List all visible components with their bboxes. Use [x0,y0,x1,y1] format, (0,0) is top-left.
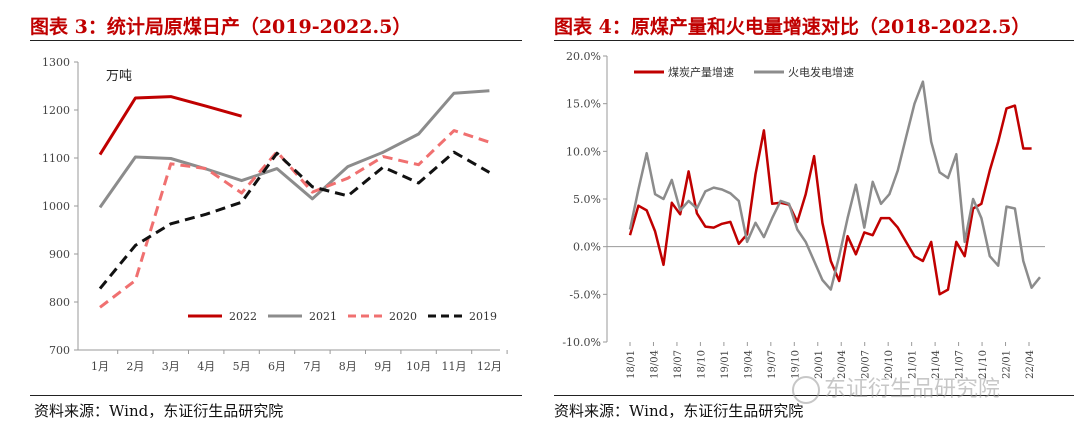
growth-comparison-chart: -10.0% -5.0% 0.0% 5.0% 10.0% 15.0% 20.0% 18/01 1… [562,50,1045,379]
watermark-text: 东证衍生品研究院 [824,377,1001,402]
source-note: 资料来源：Wind，东证衍生品研究院 [34,402,284,420]
y-tick-label: 1000 [42,200,70,213]
x-tick-label: 20/01 [814,350,825,379]
x-tick-label: 2月 [126,360,144,373]
source-rule [30,395,522,396]
x-tick-label: 11月 [442,360,467,373]
y-tick-label: 900 [49,248,70,261]
y-tick-label: 15.0% [566,98,601,111]
x-tick-label: 18/07 [673,350,684,379]
legend-label-2019: 2019 [469,310,497,323]
x-tick-label: 19/10 [790,350,801,379]
x-tick-label: 20/10 [884,350,895,379]
x-tick-label: 19/07 [767,350,778,379]
x-tick-label: 21/10 [978,350,989,379]
coal-daily-output-chart: 700 800 900 1000 1100 1200 1300 1月 2月 3月 4月 5月 6月 7月 8… [42,56,508,373]
legend-label-2022: 2022 [229,310,257,323]
x-tick-label: 18/01 [626,350,637,379]
chart-title: 图表 4：原煤产量和火电量增速对比（2018-2022.5） [554,16,1031,38]
y-tick-label: 5.0% [573,193,601,206]
y-tick-label: 0.0% [573,241,601,254]
x-tick-label: 5月 [233,360,251,373]
series-line-2022 [98,95,243,156]
y-tick-label: -5.0% [569,288,601,301]
y-tick-label: 1200 [42,104,70,117]
x-tick-label: 21/01 [908,350,919,379]
legend-label-2021: 2021 [309,310,337,323]
y-tick-label: 20.0% [566,50,601,63]
x-tick-label: 1月 [91,360,109,373]
x-tick-label: 20/07 [861,350,872,379]
x-tick-label: 21/07 [955,350,966,379]
x-tick-label: 10月 [406,360,431,373]
x-tick-label: 4月 [197,360,215,373]
source-note: 资料来源：Wind，东证衍生品研究院 [554,402,804,420]
y-tick-label: -10.0% [562,336,601,349]
chart-title: 图表 3：统计局原煤日产（2019-2022.5） [30,16,412,38]
watermark: 东证衍生品研究院 [792,371,1000,404]
figure-panel-left: 图表 3：统计局原煤日产（2019-2022.5） 700 800 900 1000 1… [0,0,530,440]
legend-label-煤炭产量增速: 煤炭产量增速 [668,65,734,79]
x-tick-label: 18/04 [649,350,660,379]
title-rule [30,40,522,41]
x-tick-label: 3月 [162,360,180,373]
x-tick-label: 22/01 [1002,350,1013,379]
x-tick-label: 19/04 [743,350,754,379]
legend-label-2020: 2020 [389,310,417,323]
x-tick-label: 20/04 [837,350,848,379]
title-rule [554,40,1074,41]
x-tick-label: 21/04 [931,350,942,379]
y-tick-label: 1100 [42,152,70,165]
series-line-2019 [98,150,491,290]
x-tick-label: 19/01 [720,350,731,379]
figure-panel-right: 图表 4：原煤产量和火电量增速对比（2018-2022.5） -10.0% -5.… [548,0,1080,440]
y-tick-label: 700 [49,344,70,357]
y-tick-label: 10.0% [566,145,601,158]
series-line-火电发电增速 [628,80,1041,291]
wechat-logo-icon [792,376,820,404]
y-tick-label: 1300 [42,56,70,69]
legend-label-火电发电增速: 火电发电增速 [788,65,854,79]
x-tick-label: 9月 [374,360,392,373]
x-tick-label: 12月 [477,360,502,373]
x-tick-label: 22/04 [1025,350,1036,379]
x-tick-label: 18/10 [696,350,707,379]
unit-label: 万吨 [106,69,132,84]
series-line-2021 [98,89,490,209]
x-tick-label: 7月 [303,360,321,373]
x-tick-label: 6月 [268,360,286,373]
y-tick-label: 800 [49,296,70,309]
series-line-煤炭产量增速 [628,104,1032,296]
x-tick-label: 8月 [339,360,357,373]
